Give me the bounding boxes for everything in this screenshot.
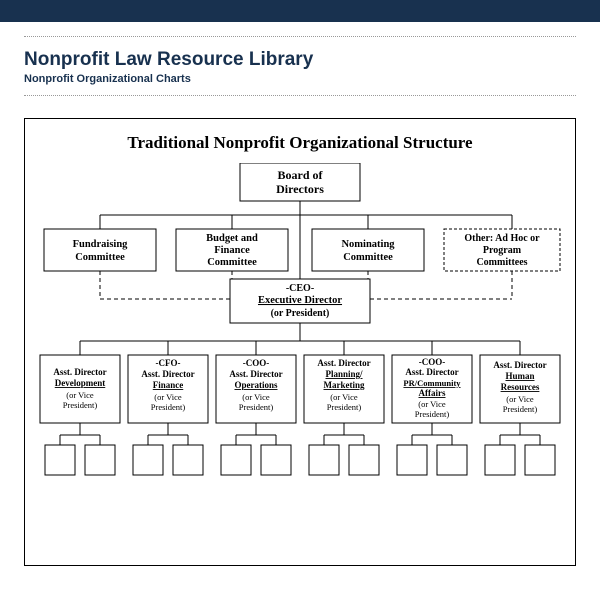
svg-text:-COO-: -COO- <box>243 358 270 368</box>
svg-text:Resources: Resources <box>501 382 540 392</box>
svg-text:Asst. Director: Asst. Director <box>317 358 370 368</box>
page-subtitle: Nonprofit Organizational Charts <box>24 73 576 85</box>
svg-text:PR/Community: PR/Community <box>403 378 461 388</box>
svg-text:President): President) <box>151 402 186 412</box>
svg-text:Finance: Finance <box>214 245 250 256</box>
node-leaf-group-6 <box>485 423 555 475</box>
node-dir-finance: -CFO- Asst. Director Finance (or Vice Pr… <box>128 355 208 423</box>
svg-text:Marketing: Marketing <box>324 380 365 390</box>
node-other-committees: Other: Ad Hoc or Program Committees <box>444 229 560 271</box>
svg-text:Finance: Finance <box>153 380 184 390</box>
chart-title: Traditional Nonprofit Organizational Str… <box>31 133 569 153</box>
svg-text:President): President) <box>327 402 362 412</box>
svg-text:President): President) <box>415 409 450 419</box>
divider-bottom <box>24 95 576 96</box>
header-section: Nonprofit Law Resource Library Nonprofit… <box>0 36 600 96</box>
node-leaf-group-2 <box>133 423 203 475</box>
org-chart-frame: Traditional Nonprofit Organizational Str… <box>24 118 576 566</box>
node-budget: Budget and Finance Committee <box>176 229 288 271</box>
svg-text:-COO-: -COO- <box>419 357 446 367</box>
svg-text:Asst. Director: Asst. Director <box>141 369 194 379</box>
svg-text:-CEO-: -CEO- <box>286 283 314 294</box>
svg-text:President): President) <box>239 402 274 412</box>
node-dir-hr: Asst. Director Human Resources (or Vice … <box>480 355 560 423</box>
node-nominating: Nominating Committee <box>312 229 424 271</box>
node-leaf-group-4 <box>309 423 379 475</box>
svg-text:Executive Director: Executive Director <box>258 295 342 306</box>
svg-text:(or Vice: (or Vice <box>242 392 270 402</box>
top-bar <box>0 0 600 22</box>
svg-text:(or Vice: (or Vice <box>154 392 182 402</box>
svg-text:Committees: Committees <box>476 257 527 268</box>
node-leaf-group-5 <box>397 423 467 475</box>
node-dir-planning-marketing: Asst. Director Planning/ Marketing (or V… <box>304 355 384 423</box>
svg-text:Affairs: Affairs <box>419 388 446 398</box>
svg-text:Asst. Director: Asst. Director <box>493 360 546 370</box>
svg-text:Budget and: Budget and <box>206 233 258 244</box>
node-dir-operations: -COO- Asst. Director Operations (or Vice… <box>216 355 296 423</box>
node-dir-pr-community: -COO- Asst. Director PR/Community Affair… <box>392 355 472 423</box>
svg-text:Nominating: Nominating <box>341 239 395 250</box>
svg-text:Committee: Committee <box>343 252 393 263</box>
svg-text:Fundraising: Fundraising <box>73 239 129 250</box>
svg-text:Development: Development <box>55 378 106 388</box>
svg-text:-CFO-: -CFO- <box>156 358 181 368</box>
node-leaf-group-3 <box>221 423 291 475</box>
svg-text:(or Vice: (or Vice <box>330 392 358 402</box>
svg-text:Asst. Director: Asst. Director <box>229 369 282 379</box>
svg-text:Asst. Director: Asst. Director <box>53 367 106 377</box>
node-leaf-group-1 <box>45 423 115 475</box>
svg-text:Board of: Board of <box>278 168 324 182</box>
svg-text:Operations: Operations <box>234 380 277 390</box>
svg-text:Human: Human <box>505 371 534 381</box>
svg-text:Other: Ad Hoc or: Other: Ad Hoc or <box>464 233 540 244</box>
node-ceo: -CEO- Executive Director (or President) <box>230 279 370 323</box>
svg-text:(or Vice: (or Vice <box>66 390 94 400</box>
org-chart-svg: Board of Directors Fundraising Committee… <box>36 163 564 553</box>
node-fundraising: Fundraising Committee <box>44 229 156 271</box>
page-title: Nonprofit Law Resource Library <box>24 49 576 71</box>
svg-text:Program: Program <box>483 245 522 256</box>
svg-text:Asst. Director: Asst. Director <box>405 367 458 377</box>
svg-text:Directors: Directors <box>276 182 324 196</box>
node-dir-development: Asst. Director Development (or Vice Pres… <box>40 355 120 423</box>
svg-text:President): President) <box>63 400 98 410</box>
svg-text:(or Vice: (or Vice <box>506 394 534 404</box>
node-board: Board of Directors <box>240 163 360 201</box>
svg-text:(or Vice: (or Vice <box>418 399 446 409</box>
svg-text:Planning/: Planning/ <box>325 369 363 379</box>
svg-text:Committee: Committee <box>75 252 125 263</box>
svg-text:President): President) <box>503 404 538 414</box>
svg-text:Committee: Committee <box>207 257 257 268</box>
svg-text:(or President): (or President) <box>271 308 330 319</box>
